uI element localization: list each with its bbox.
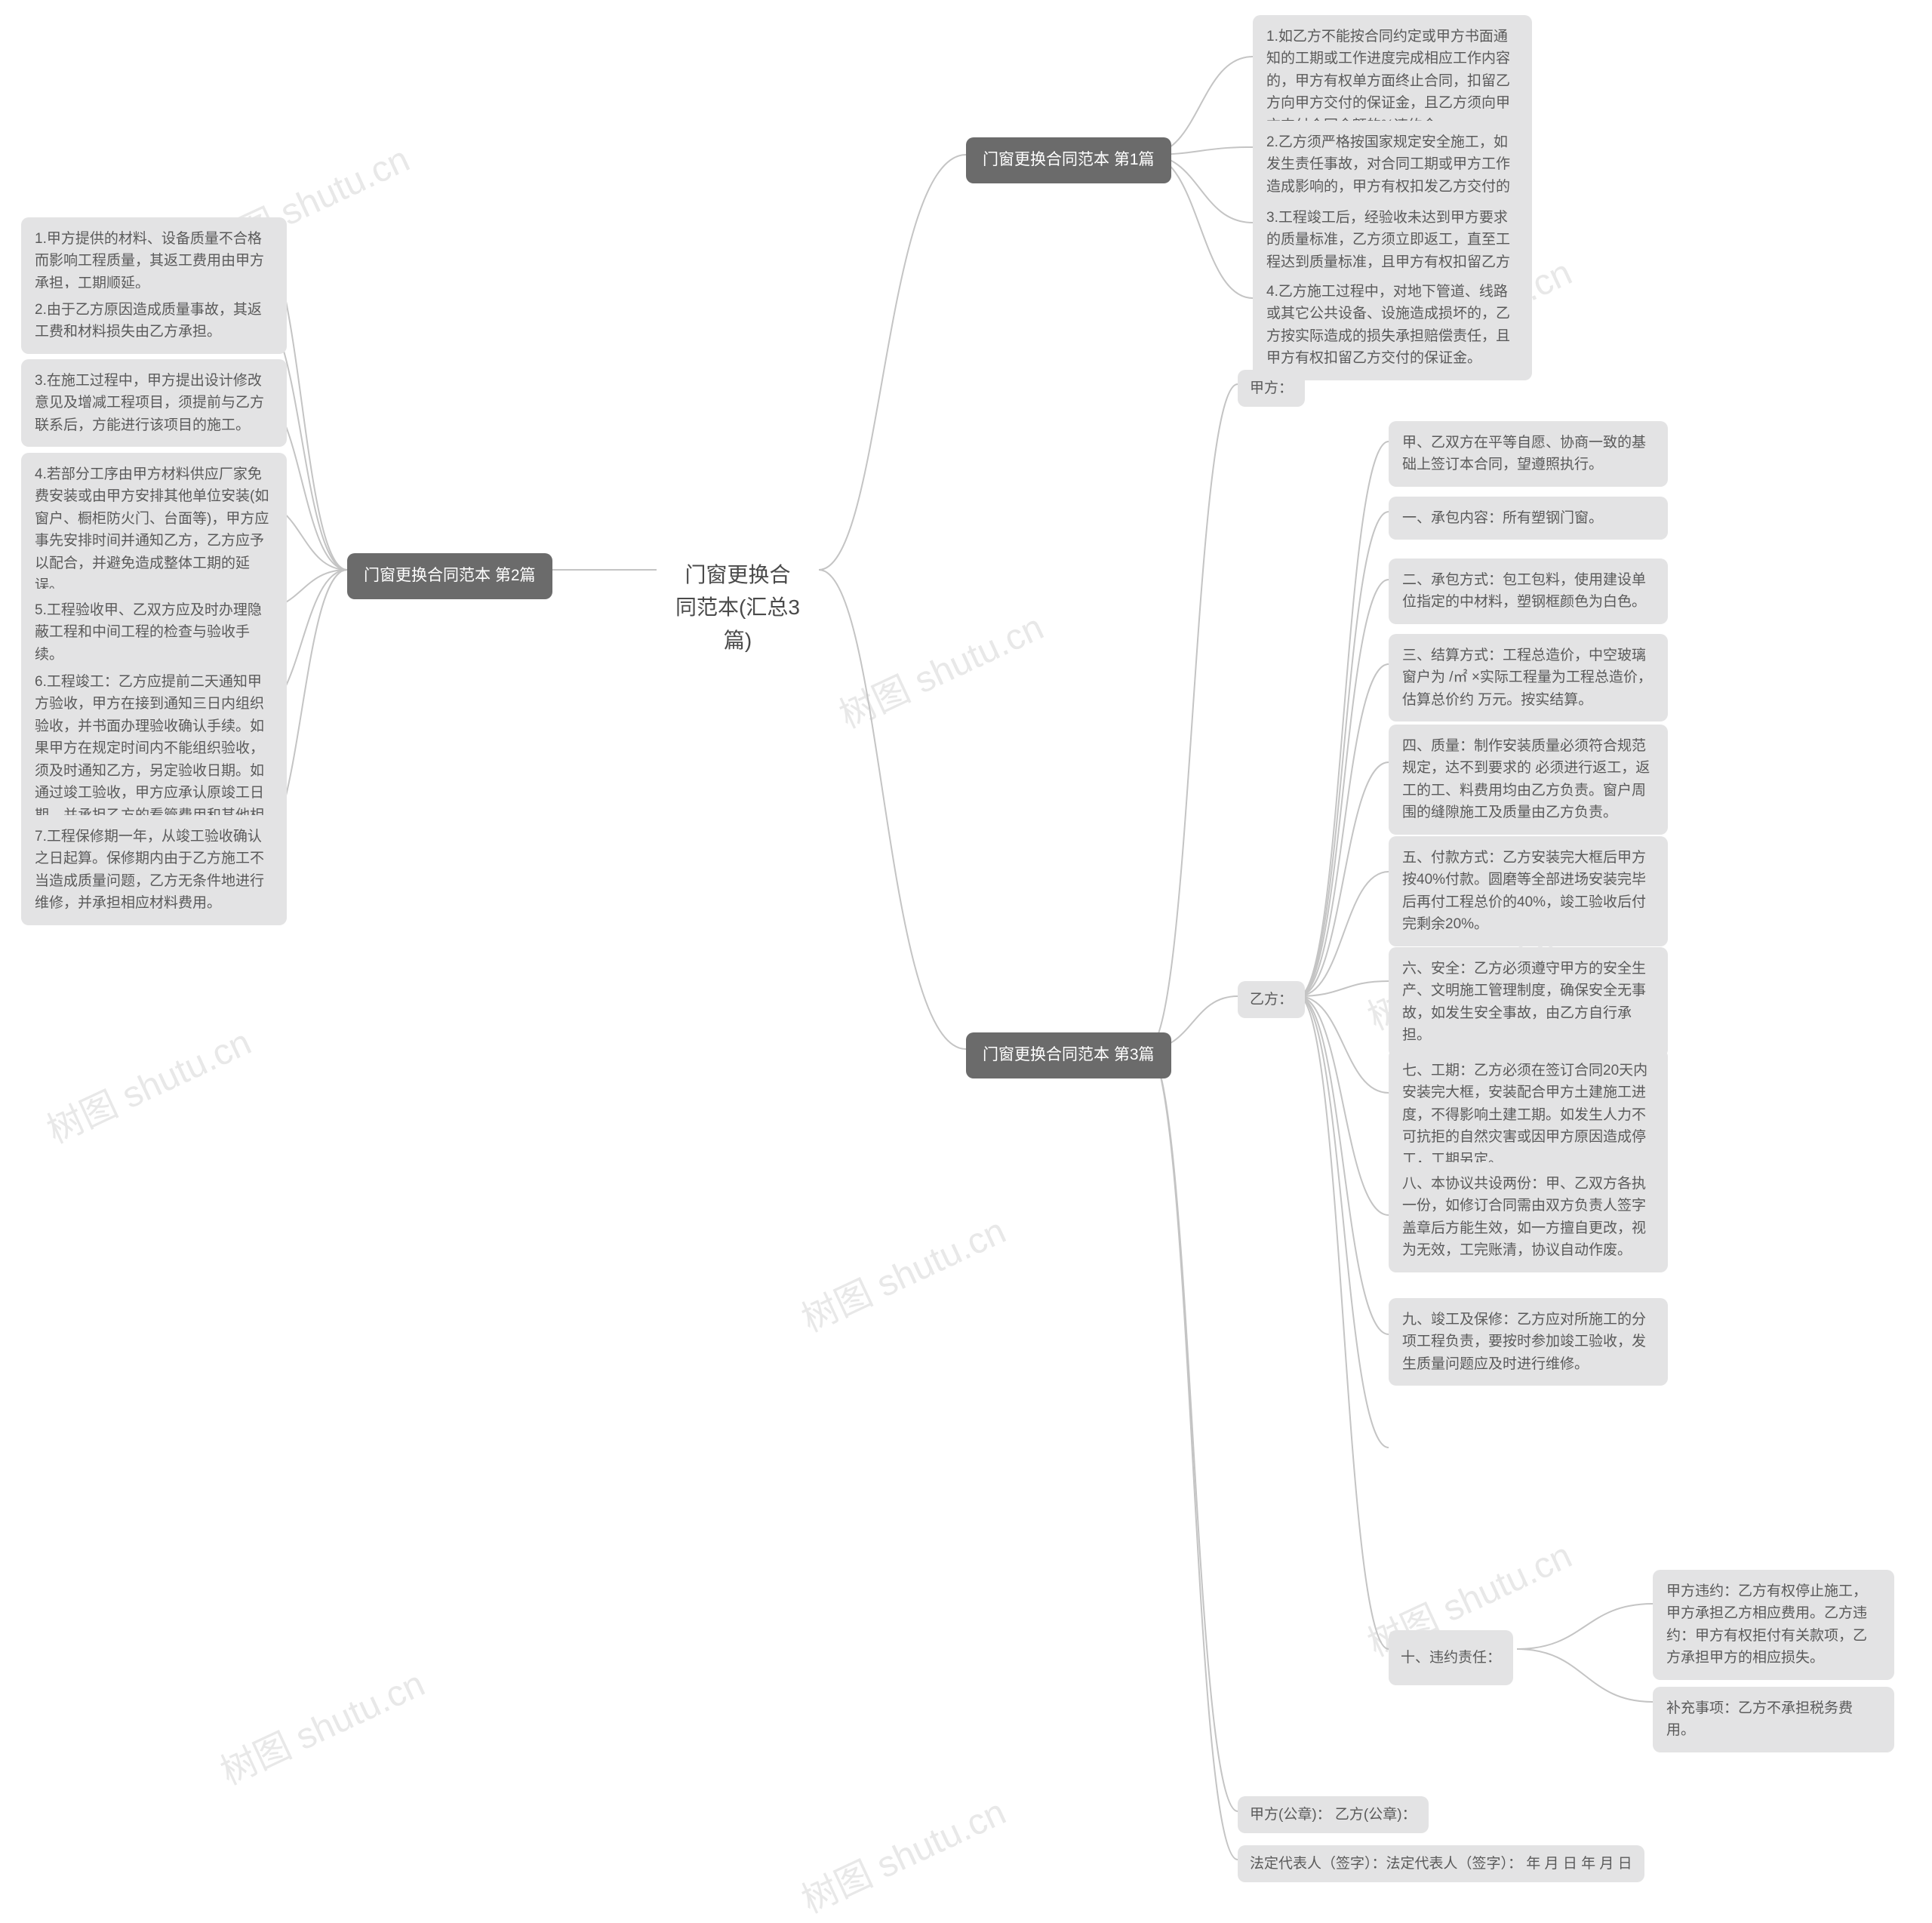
s3-yi-7: 七、工期：乙方必须在签订合同20天内安装完大框，安装配合甲方土建施工进度，不得影… bbox=[1389, 1049, 1668, 1181]
s3-liability-a: 甲方违约：乙方有权停止施工，甲方承担乙方相应费用。乙方违约：甲方有权拒付有关款项… bbox=[1653, 1570, 1894, 1680]
section-3: 门窗更换合同范本 第3篇 bbox=[966, 1032, 1171, 1078]
section-1: 门窗更换合同范本 第1篇 bbox=[966, 137, 1171, 183]
s3-seals: 甲方(公章)： 乙方(公章)： bbox=[1238, 1796, 1429, 1833]
s3-sign: 法定代表人（签字）：法定代表人（签字）： 年 月 日 年 月 日 bbox=[1238, 1845, 1644, 1882]
s1-item-4: 4.乙方施工过程中，对地下管道、线路或其它公共设备、设施造成损坏的，乙方按实际造… bbox=[1253, 270, 1532, 380]
s3-yi-0: 甲、乙双方在平等自愿、协商一致的基础上签订本合同，望遵照执行。 bbox=[1389, 421, 1668, 487]
s3-yi-3: 三、结算方式：工程总造价，中空玻璃窗户为 /㎡ ×实际工程量为工程总造价，估算总… bbox=[1389, 634, 1668, 722]
s3-yi-9: 九、竣工及保修：乙方应对所施工的分项工程负责，要按时参加竣工验收，发生质量问题应… bbox=[1389, 1298, 1668, 1386]
s3-yi-8: 八、本协议共设两份：甲、乙双方各执一份，如修订合同需由双方负责人签字盖章后方能生… bbox=[1389, 1162, 1668, 1272]
watermark: 树图 shutu.cn bbox=[211, 1654, 432, 1795]
s2-item-2: 2.由于乙方原因造成质量事故，其返工费和材料损失由乙方承担。 bbox=[21, 288, 287, 354]
s3-yi-label: 乙方： bbox=[1238, 981, 1305, 1018]
section-2: 门窗更换合同范本 第2篇 bbox=[347, 553, 552, 599]
s3-jia: 甲方： bbox=[1238, 370, 1305, 407]
watermark: 树图 shutu.cn bbox=[792, 1201, 1013, 1342]
s2-item-3: 3.在施工过程中，甲方提出设计修改意见及增减工程项目，须提前与乙方联系后，方能进… bbox=[21, 359, 287, 447]
s3-liability-b: 补充事项：乙方不承担税务费用。 bbox=[1653, 1687, 1894, 1752]
s3-yi-2: 二、承包方式：包工包料，使用建设单位指定的中材料，塑钢框颜色为白色。 bbox=[1389, 558, 1668, 624]
s3-liability-label: 十、违约责任： bbox=[1389, 1630, 1513, 1685]
s2-item-4: 4.若部分工序由甲方材料供应厂家免费安装或由甲方安排其他单位安装(如窗户、橱柜防… bbox=[21, 453, 287, 608]
watermark: 树图 shutu.cn bbox=[37, 1013, 258, 1153]
root-node: 门窗更换合同范本(汇总3篇) bbox=[657, 543, 819, 672]
s3-yi-4: 四、质量：制作安装质量必须符合规范规定，达不到要求的 必须进行返工，返工的工、料… bbox=[1389, 725, 1668, 835]
watermark: 树图 shutu.cn bbox=[829, 598, 1051, 738]
watermark: 树图 shutu.cn bbox=[792, 1783, 1013, 1923]
s3-yi-6: 六、安全：乙方必须遵守甲方的安全生产、文明施工管理制度，确保安全无事故，如发生安… bbox=[1389, 947, 1668, 1057]
s2-item-7: 7.工程保修期一年，从竣工验收确认之日起算。保修期内由于乙方施工不当造成质量问题… bbox=[21, 815, 287, 925]
s3-yi-1: 一、承包内容：所有塑钢门窗。 bbox=[1389, 497, 1668, 540]
s3-yi-5: 五、付款方式：乙方安装完大框后甲方按40%付款。圆磨等全部进场安装完毕后再付工程… bbox=[1389, 836, 1668, 946]
